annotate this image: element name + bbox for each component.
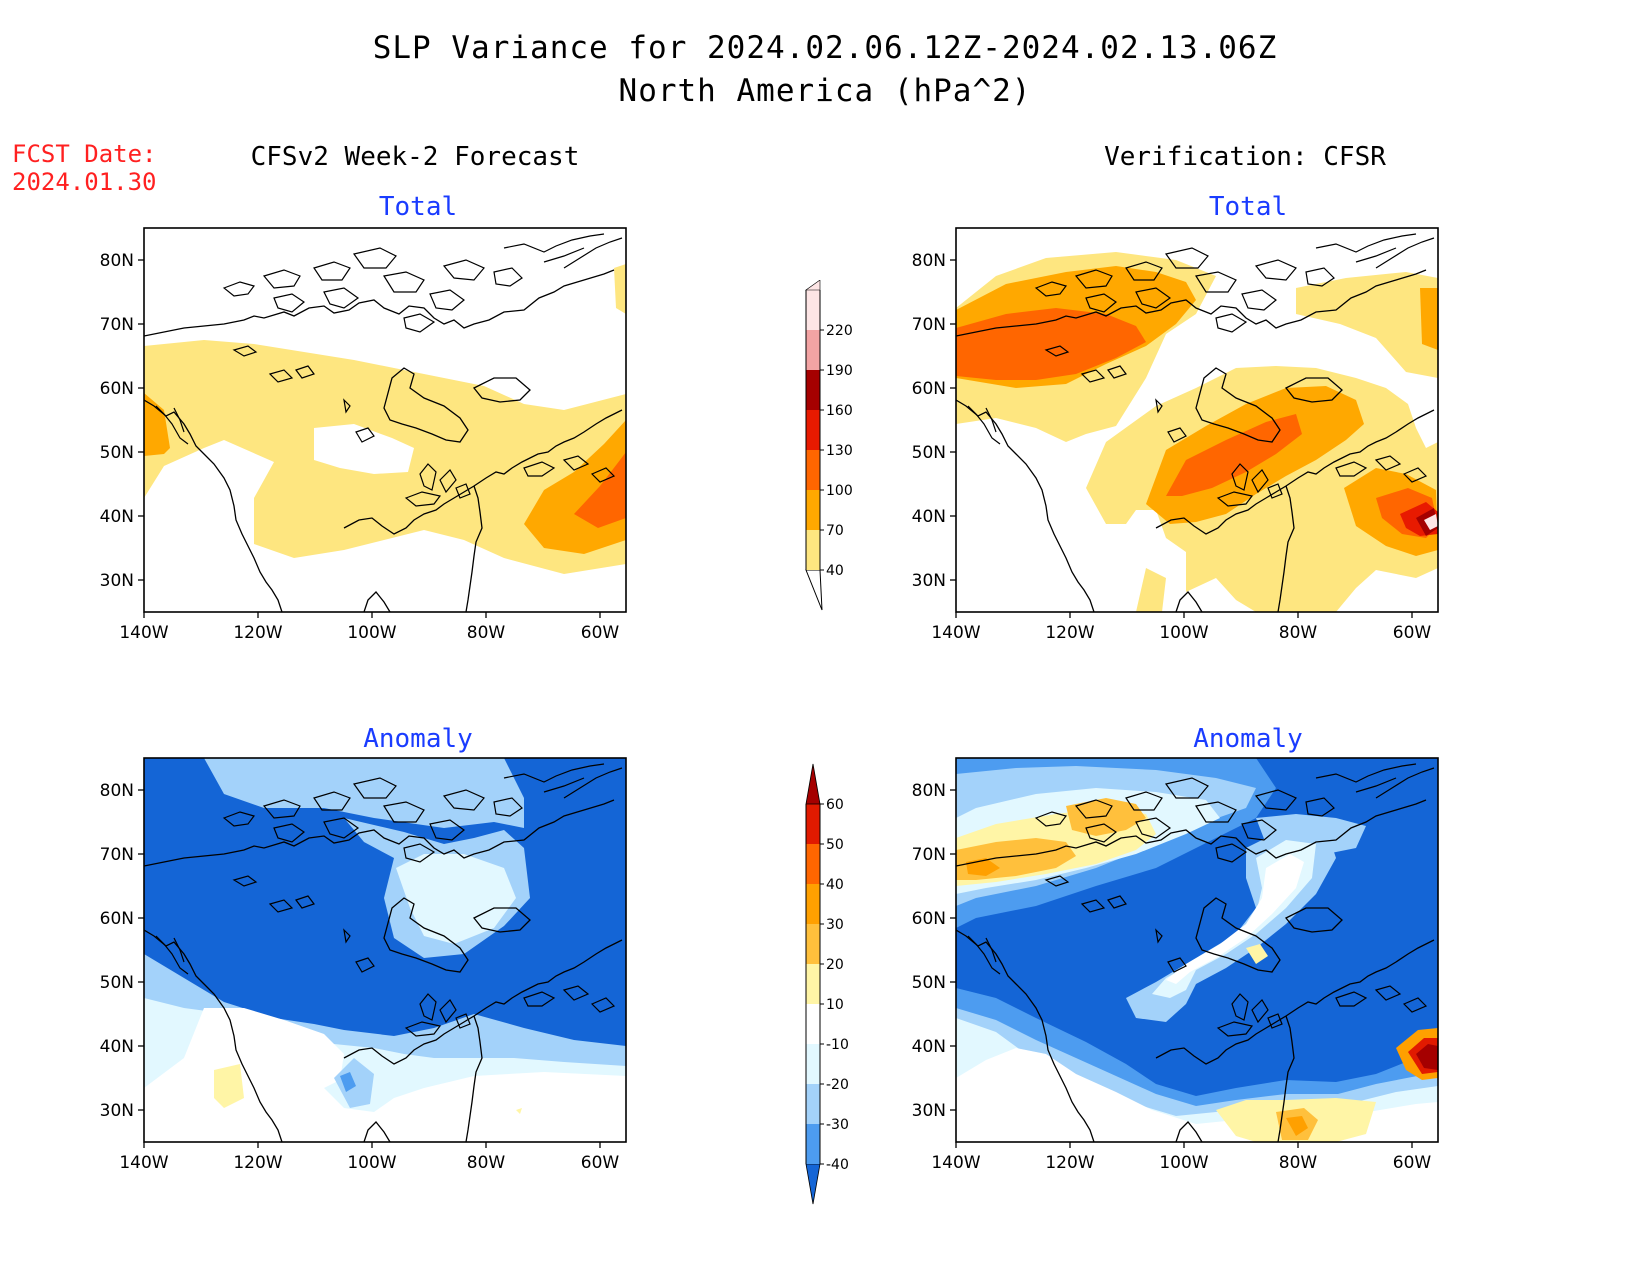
colorbar-total-label: 100 (826, 483, 853, 499)
map-panel-forecast-total (143, 227, 627, 613)
contour-fill-verification-total (956, 228, 1438, 612)
colorbar-swatch (806, 410, 820, 450)
colorbar-swatch (806, 490, 820, 530)
colorbar-total-label: 160 (826, 403, 853, 419)
colorbar-anomaly-label: -40 (826, 1157, 849, 1173)
map-frame (955, 227, 1439, 613)
panel-title-verification-anomaly: Anomaly (1193, 724, 1303, 754)
colorbar-swatch (806, 964, 820, 1004)
colorbar-swatch (806, 924, 820, 964)
colorbar-total-label: 190 (826, 363, 853, 379)
colorbar-anomaly-label: -20 (826, 1077, 849, 1093)
colorbar-upper-tail (805, 763, 821, 805)
colorbar-swatch (806, 884, 820, 924)
map-panel-verification-total (955, 227, 1439, 613)
colorbar-swatch (806, 1004, 820, 1044)
colorbar-swatch (806, 1124, 820, 1164)
colorbar-swatch (806, 330, 820, 370)
colorbar-anomaly: -40 -30 -20 -10 10 20 30 40 50 60 (805, 763, 849, 1205)
colorbar-swatch (806, 450, 820, 490)
colorbar-anomaly-label: -10 (826, 1037, 849, 1053)
colorbar-swatch (806, 1084, 820, 1124)
map-frame (955, 757, 1439, 1143)
colorbar-anomaly-label: 40 (826, 877, 844, 893)
colorbar-total-label: 130 (826, 443, 853, 459)
colorbar-total-label: 70 (826, 523, 844, 539)
colorbar-total-label: 220 (826, 323, 853, 339)
fcst-date: 2024.01.30 (12, 168, 157, 196)
colorbar-anomaly-label: 60 (826, 797, 844, 813)
map-panel-verification-anomaly (955, 757, 1439, 1143)
colorbar-anomaly-label: 50 (826, 837, 844, 853)
colorbar-anomaly-label: -30 (826, 1117, 849, 1133)
map-frame (143, 227, 627, 613)
colorbar-anomaly-label: 10 (826, 997, 844, 1013)
colorbar-swatch (806, 1044, 820, 1084)
contour-fill-verification-anomaly (956, 758, 1438, 1142)
colorbar-anomaly-label: 30 (826, 917, 844, 933)
colorbar-upper-tail (805, 280, 821, 291)
colorbar-total: 40 70 100 130 160 190 220 (805, 280, 853, 611)
panel-title-forecast-anomaly: Anomaly (363, 724, 473, 754)
colorbar-swatch (806, 530, 820, 570)
colorbar-lower-tail (805, 1163, 821, 1205)
colorbar-swatch (806, 290, 820, 330)
fcst-label: FCST Date: (12, 140, 157, 168)
colorbar-anomaly-label: 20 (826, 957, 844, 973)
map-panel-forecast-anomaly (143, 757, 627, 1143)
figure-title: SLP Variance for 2024.02.06.12Z-2024.02.… (372, 30, 1278, 66)
colorbar-total-label: 40 (826, 563, 844, 579)
colorbar-lower-tail (805, 569, 823, 611)
map-frame (143, 757, 627, 1143)
colorbar-swatch (806, 370, 820, 410)
figure-subtitle: North America (hPa^2) (618, 73, 1032, 109)
panel-title-forecast-total: Total (378, 192, 458, 222)
panel-title-verification-total: Total (1208, 192, 1288, 222)
colorbar-swatch (806, 844, 820, 884)
column-title-forecast: CFSv2 Week-2 Forecast (250, 142, 580, 172)
column-title-verification: Verification: CFSR (1104, 142, 1386, 172)
contour-fill-forecast-anomaly (144, 758, 626, 1142)
contour-fill-forecast-total (144, 228, 626, 612)
colorbar-swatch (806, 804, 820, 844)
